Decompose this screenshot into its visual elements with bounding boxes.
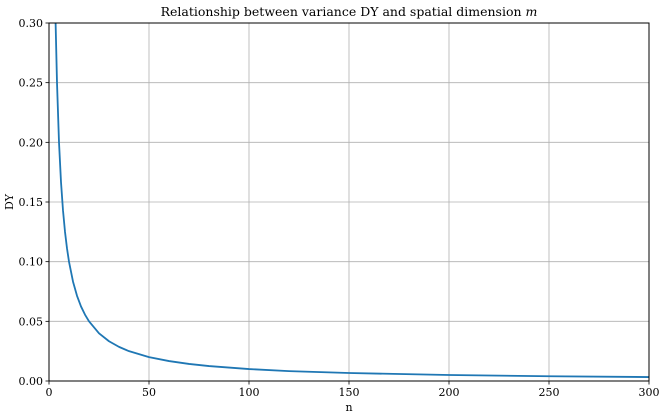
y-tick-label: 0.15 (19, 196, 44, 209)
y-tick-label: 0.00 (19, 375, 44, 388)
x-tick-label: 100 (239, 386, 260, 399)
y-tick-label: 0.30 (19, 17, 44, 30)
y-tick-label: 0.05 (19, 315, 44, 328)
series-line (54, 23, 649, 378)
y-tick-label: 0.20 (19, 136, 44, 149)
chart-title: Relationship between variance DY and spa… (161, 4, 538, 19)
ticks: 0 50 100 150 200 250 300 0.00 0.05 0.10 0.15 0.20 0.… (19, 17, 660, 399)
x-tick-label: 300 (639, 386, 660, 399)
x-tick-label: 200 (439, 386, 460, 399)
plot-frame (48, 22, 650, 382)
x-tick-label: 150 (339, 386, 360, 399)
x-tick-label: 50 (142, 386, 156, 399)
x-tick-label: 250 (539, 386, 560, 399)
y-tick-label: 0.25 (19, 77, 44, 90)
x-tick-label: 0 (46, 386, 53, 399)
y-axis-label: DY (3, 193, 16, 210)
grid (48, 22, 650, 382)
series-line-group (54, 23, 649, 378)
x-axis-label: n (345, 401, 352, 414)
y-tick-label: 0.10 (19, 256, 44, 269)
